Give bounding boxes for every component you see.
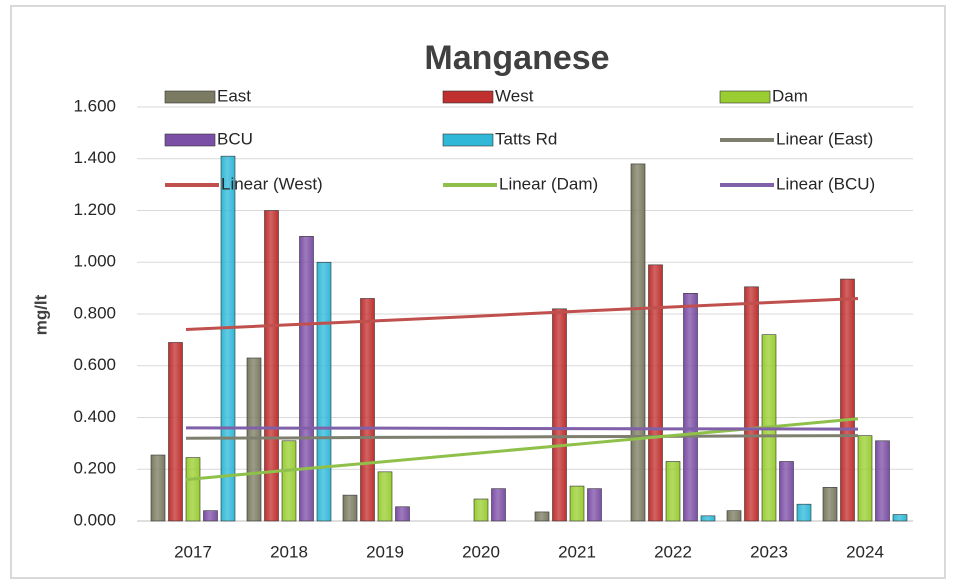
- bar: [700, 515, 716, 522]
- bar: [185, 457, 201, 522]
- trendline: [185, 434, 859, 440]
- bar: [316, 261, 332, 522]
- bar: [875, 440, 890, 522]
- bar: [892, 514, 908, 522]
- bar: [534, 511, 550, 522]
- legend-swatch: [164, 90, 216, 104]
- y-tick-label: 0.000: [73, 510, 116, 529]
- legend-label: Linear (BCU): [776, 174, 875, 193]
- bar: [779, 461, 794, 522]
- y-tick-label: 0.800: [73, 303, 116, 322]
- legend-swatch: [719, 90, 771, 104]
- bar: [299, 236, 314, 522]
- bar: [395, 506, 410, 522]
- bar: [377, 471, 393, 522]
- bar: [552, 308, 567, 522]
- y-tick-label: 1.200: [73, 200, 116, 219]
- legend-label: Linear (Dam): [499, 174, 598, 193]
- trendline: [185, 296, 859, 332]
- legend-label: West: [495, 86, 534, 105]
- bar: [281, 440, 297, 522]
- x-tick-label: 2017: [174, 542, 212, 561]
- legend-swatch: [442, 133, 494, 147]
- legend-label: Linear (East): [776, 129, 873, 148]
- bar: [840, 278, 855, 522]
- x-tick-label: 2022: [654, 542, 692, 561]
- bar: [264, 210, 279, 522]
- x-tick-label: 2019: [366, 542, 404, 561]
- bar: [587, 488, 602, 522]
- bar: [648, 264, 663, 522]
- legend-label: Tatts Rd: [495, 129, 557, 148]
- bar: [683, 292, 698, 522]
- bar: [665, 461, 681, 522]
- x-tick-label: 2021: [558, 542, 596, 561]
- legend-label: Linear (West): [221, 174, 323, 193]
- chart-title: Manganese: [424, 39, 609, 77]
- y-tick-label: 1.000: [73, 252, 116, 271]
- legend-swatch: [164, 133, 216, 147]
- x-tick-label: 2018: [270, 542, 308, 561]
- legend-label: BCU: [217, 129, 253, 148]
- y-tick-label: 0.400: [73, 407, 116, 426]
- bar: [203, 510, 218, 522]
- x-tick-label: 2023: [750, 542, 788, 561]
- y-tick-label: 1.600: [73, 96, 116, 115]
- y-tick-label: 0.600: [73, 355, 116, 374]
- trendline: [185, 426, 859, 431]
- y-tick-label: 1.400: [73, 148, 116, 167]
- bar: [630, 163, 646, 522]
- legend-label: Dam: [772, 86, 808, 105]
- bar: [744, 286, 759, 522]
- bar: [822, 487, 838, 522]
- bar: [726, 510, 742, 522]
- legend-swatch: [442, 90, 494, 104]
- x-tick-label: 2020: [462, 542, 500, 561]
- bar: [473, 498, 489, 522]
- y-axis-title: mg/lt: [31, 294, 50, 335]
- bar: [168, 342, 183, 522]
- bar: [220, 155, 236, 522]
- bar: [150, 454, 166, 522]
- bar: [857, 435, 873, 522]
- bar: [569, 485, 585, 522]
- bar: [491, 488, 506, 522]
- bar: [796, 503, 812, 522]
- y-tick-label: 0.200: [73, 459, 116, 478]
- legend-label: East: [217, 86, 251, 105]
- x-tick-label: 2024: [846, 542, 884, 561]
- bar: [360, 298, 375, 522]
- bar: [342, 494, 358, 522]
